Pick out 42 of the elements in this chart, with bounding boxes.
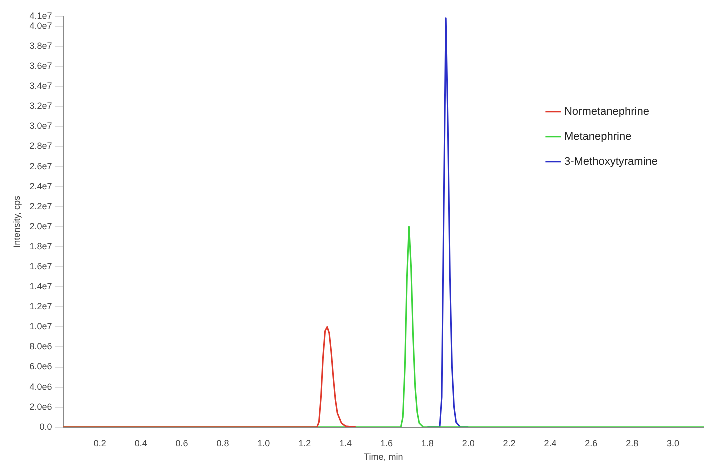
y-tick-label: 8.0e6 bbox=[30, 342, 52, 352]
y-tick-label: 3.4e7 bbox=[30, 81, 52, 92]
x-tick-label: 2.6 bbox=[585, 438, 598, 448]
y-tick-label: 2.0e7 bbox=[30, 221, 52, 232]
y-tick-label: 2.6e7 bbox=[30, 161, 52, 172]
x-tick-label: 3.0 bbox=[667, 438, 680, 448]
y-tick-label: 4.0e6 bbox=[30, 382, 52, 392]
x-tick-label: 2.4 bbox=[544, 438, 557, 448]
y-tick-label: 2.2e7 bbox=[30, 201, 52, 212]
y-tick-label: 1.4e7 bbox=[30, 282, 52, 292]
legend-label: Normetanephrine bbox=[564, 106, 650, 118]
y-tick-label: 3.0e7 bbox=[30, 121, 52, 132]
y-tick-label: 3.6e7 bbox=[30, 61, 52, 72]
x-tick-label: 1.4 bbox=[340, 438, 352, 448]
legend-label: 3-Methoxytyramine bbox=[564, 156, 658, 168]
x-tick-label: 2.0 bbox=[462, 438, 475, 448]
x-tick-label: 0.6 bbox=[176, 438, 188, 448]
y-tick-label: 1.6e7 bbox=[30, 261, 52, 272]
x-tick-label: 0.8 bbox=[216, 438, 230, 448]
x-tick-label: 2.2 bbox=[503, 438, 516, 448]
y-tick-label: 1.0e7 bbox=[30, 322, 52, 332]
y-tick-label: 1.2e7 bbox=[30, 302, 52, 312]
legend-label: Metanephrine bbox=[564, 130, 632, 143]
x-tick-label: 1.2 bbox=[298, 438, 312, 448]
x-axis-title: Time, min bbox=[364, 452, 404, 462]
y-tick-label: 4.1e7 bbox=[30, 10, 52, 21]
x-tick-label: 0.4 bbox=[134, 438, 148, 448]
y-tick-label: 1.8e7 bbox=[30, 241, 52, 252]
y-tick-label: 0.0 bbox=[40, 422, 52, 432]
y-tick-label: 3.2e7 bbox=[30, 101, 52, 112]
x-tick-label: 1.8 bbox=[421, 438, 434, 448]
x-tick-label: 1.0 bbox=[258, 438, 270, 448]
y-tick-label: 2.8e7 bbox=[30, 141, 52, 152]
y-tick-label: 6.0e6 bbox=[30, 362, 52, 372]
x-tick-label: 2.8 bbox=[626, 438, 639, 448]
x-tick-label: 0.2 bbox=[94, 438, 106, 448]
y-tick-label: 2.0e6 bbox=[30, 402, 52, 412]
y-tick-label: 4.0e7 bbox=[30, 20, 52, 31]
y-tick-label: 3.8e7 bbox=[30, 40, 52, 51]
x-tick-label: 1.6 bbox=[380, 438, 393, 448]
y-axis-title: Intensity, cps bbox=[12, 195, 22, 248]
y-tick-label: 2.4e7 bbox=[30, 181, 52, 192]
